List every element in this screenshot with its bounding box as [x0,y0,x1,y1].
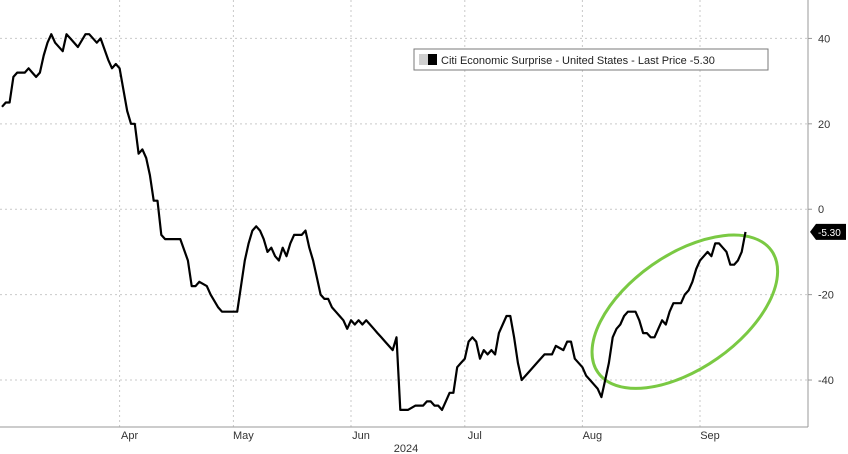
y-tick-label: -20 [818,290,834,302]
y-axis: 40 20 0 -20 -40 [807,0,834,427]
legend-swatch [428,54,437,65]
legend-swatch-shadow [419,54,428,65]
y-tick-label: 20 [818,119,830,131]
x-tick-label: May [233,430,254,442]
x-tick-label: Sep [700,430,720,442]
y-tick-label: -40 [818,375,834,387]
legend-box [413,48,769,71]
highlight-ellipse [590,233,780,390]
x-axis-title: 2024 [394,443,418,454]
x-axis: Apr May Jun Jul Aug Sep [0,426,808,442]
y-tick-label: 0 [818,204,824,216]
legend-label: Citi Economic Surprise - United States -… [441,55,715,67]
last-value-tag: -5.30 [810,223,846,240]
last-value-badge-shape [810,223,846,240]
x-tick-label: Jun [352,430,370,442]
series-line [1,33,747,411]
x-tick-label: Apr [121,430,138,442]
legend: Citi Economic Surprise - United States -… [413,48,769,71]
x-tick-label: Jul [468,430,482,442]
last-value-label: -5.30 [818,228,841,239]
x-tick-label: Aug [583,430,603,442]
annotations [590,233,780,390]
series-layer [1,33,747,411]
y-tick-label: 40 [818,33,830,45]
